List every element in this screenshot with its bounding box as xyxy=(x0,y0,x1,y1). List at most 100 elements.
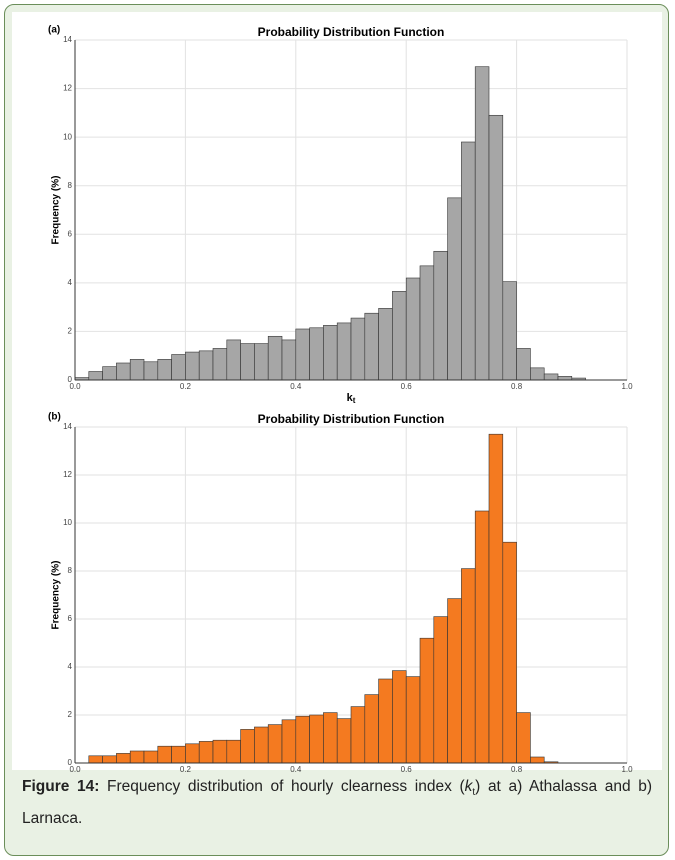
histogram-bar xyxy=(309,714,324,764)
histogram-bar xyxy=(240,343,255,381)
histogram-bar xyxy=(378,678,393,764)
caption-label: Figure 14: xyxy=(22,778,100,795)
x-tick-label: 0.4 xyxy=(290,382,302,391)
histogram-bar xyxy=(295,715,310,764)
panel-label: (a) xyxy=(48,25,60,36)
histogram-bar xyxy=(88,755,103,764)
histogram-bar xyxy=(116,753,131,764)
histogram-bar xyxy=(171,354,186,381)
histogram-bar xyxy=(502,541,517,764)
histogram-bar xyxy=(254,343,269,381)
y-tick-label: 2 xyxy=(68,710,73,719)
histogram-bar xyxy=(516,712,531,764)
histogram-bar xyxy=(212,739,228,764)
histogram-bar xyxy=(488,433,504,764)
histogram-bar xyxy=(419,637,435,764)
histogram-bar xyxy=(447,197,462,381)
histogram-bar xyxy=(336,718,352,764)
histogram-bar xyxy=(392,670,407,764)
histogram-bar xyxy=(461,568,476,764)
histogram-bar xyxy=(88,371,103,381)
caption-text: Frequency distribution of hourly clearne… xyxy=(99,778,465,795)
histogram-bar xyxy=(129,359,145,381)
x-tick-label: 0.6 xyxy=(401,765,413,772)
histogram-bar xyxy=(447,598,462,764)
caption-symbol: k xyxy=(464,778,473,795)
y-tick-label: 6 xyxy=(68,229,73,238)
x-tick-label: 0.0 xyxy=(69,765,81,772)
histogram-bar xyxy=(419,265,435,381)
chart-title: Probability Distribution Function xyxy=(258,25,445,39)
histogram-bar xyxy=(198,350,214,381)
x-tick-label: 0.8 xyxy=(511,382,523,391)
histogram-bar xyxy=(226,739,241,764)
histogram-bar xyxy=(378,308,393,381)
histogram-bar xyxy=(530,756,545,764)
histogram-bar xyxy=(392,291,407,381)
histogram-bar xyxy=(543,373,559,381)
histogram-bar xyxy=(323,325,338,381)
x-tick-label: 0.2 xyxy=(180,382,192,391)
y-tick-label: 6 xyxy=(68,614,73,623)
y-tick-label: 0 xyxy=(68,758,73,767)
histogram-bar xyxy=(267,724,283,764)
y-tick-label: 0 xyxy=(68,375,73,384)
histogram-bar xyxy=(157,745,172,764)
x-tick-label: 0.2 xyxy=(180,765,192,772)
x-tick-label: 0.4 xyxy=(290,765,302,772)
histogram-bar xyxy=(212,348,228,381)
y-tick-label: 8 xyxy=(68,181,73,190)
y-tick-label: 12 xyxy=(63,470,72,479)
histogram-bar xyxy=(226,339,241,381)
histogram-bar xyxy=(433,616,448,764)
histogram-bar xyxy=(350,706,366,764)
histogram-bar xyxy=(198,741,214,764)
chart-title: Probability Distribution Function xyxy=(258,412,445,426)
histogram-bar xyxy=(102,366,117,381)
histogram-bar xyxy=(309,327,324,381)
panel-label: (b) xyxy=(48,412,61,423)
histogram-bar xyxy=(488,114,504,381)
x-tick-label: 0.8 xyxy=(511,765,523,772)
y-tick-label: 4 xyxy=(68,662,73,671)
y-tick-label: 10 xyxy=(63,518,72,527)
x-tick-label: 0.6 xyxy=(401,382,413,391)
histogram-bar xyxy=(364,312,379,381)
y-tick-label: 12 xyxy=(63,84,72,93)
histogram-bar xyxy=(405,277,421,381)
figure-area xyxy=(12,12,662,770)
y-axis-label: Frequency (%) xyxy=(51,176,62,245)
y-axis-label: Frequency (%) xyxy=(51,561,62,630)
y-tick-label: 14 xyxy=(63,422,72,431)
histogram-bar xyxy=(557,376,573,381)
histogram-bar xyxy=(474,66,490,381)
histogram-bar xyxy=(295,328,310,381)
caption-subscript: t xyxy=(472,787,476,799)
histogram-bar xyxy=(461,141,476,381)
histogram-bar xyxy=(171,745,186,764)
histogram-bar xyxy=(323,712,338,764)
histogram-bar xyxy=(281,339,297,381)
x-tick-label: 1.0 xyxy=(621,382,633,391)
histogram-bar xyxy=(102,755,117,764)
histogram-bar xyxy=(530,367,545,381)
y-tick-label: 8 xyxy=(68,566,73,575)
histogram-bar xyxy=(129,750,145,764)
y-tick-label: 4 xyxy=(68,278,73,287)
y-tick-label: 2 xyxy=(68,327,73,336)
y-tick-label: 10 xyxy=(63,132,72,141)
x-tick-label: 1.0 xyxy=(621,765,633,772)
histogram-bar xyxy=(254,726,269,764)
histogram-bar xyxy=(281,719,297,764)
histogram-bar xyxy=(405,676,421,764)
histogram-bar xyxy=(516,348,531,381)
figure: (a) Probability Distribution Function Freq… xyxy=(12,12,662,772)
histogram-bar xyxy=(185,743,200,764)
histogram-bar xyxy=(474,510,490,764)
histogram-bar xyxy=(364,694,379,764)
x-tick-label: 0.0 xyxy=(69,382,81,391)
histogram-bar xyxy=(157,359,172,381)
histogram-bar xyxy=(143,361,159,381)
histogram-bar xyxy=(350,317,366,381)
